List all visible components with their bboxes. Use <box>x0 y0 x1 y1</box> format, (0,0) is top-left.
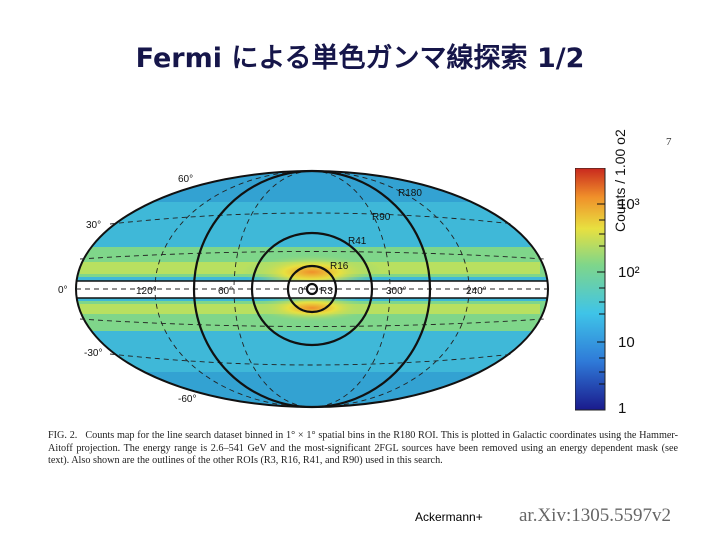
roi-r90-outline <box>192 169 432 409</box>
roi-label-r3: R3 <box>320 286 333 297</box>
colorbar-tick-10: 10 <box>618 334 635 351</box>
lon-label-120: 120° <box>136 286 157 297</box>
credit-text: Ackermann+ <box>415 510 483 524</box>
lon-label-0: 0° <box>298 286 308 297</box>
lat-label-minus60: -60° <box>178 394 196 405</box>
slide-title: Fermi による単色ガンマ線探索 1/2 <box>135 43 585 74</box>
lon-label-300: 300° <box>386 286 407 297</box>
roi-r16-outline <box>286 264 338 314</box>
roi-r41-outline <box>250 231 374 347</box>
lat-label-0: 0° <box>58 285 68 296</box>
roi-label-r90: R90 <box>372 212 391 223</box>
arxiv-reference: ar.Xiv:1305.5597v2 <box>519 505 671 526</box>
lon-label-240: 240° <box>466 286 487 297</box>
lat-label-60: 60° <box>178 174 193 185</box>
roi-label-r16: R16 <box>330 261 349 272</box>
roi-label-r41: R41 <box>348 236 367 247</box>
roi-label-r180: R180 <box>398 188 422 199</box>
lon-label-60: 60° <box>218 286 233 297</box>
colorbar <box>575 168 606 411</box>
lat-label-30: 30° <box>86 220 101 231</box>
page-number: 7 <box>666 136 672 148</box>
colorbar-tick-1000: 10³ <box>618 196 640 213</box>
figure-caption: FIG. 2. Counts map for the line search da… <box>48 430 678 468</box>
roi-r3-outline <box>305 282 319 296</box>
lat-label-minus30: -30° <box>84 348 102 359</box>
counts-map: 60° 30° 0° -30° -60° 120° 60° 0° 300° 24… <box>58 169 549 409</box>
caption-text: Counts map for the line search dataset b… <box>48 430 679 466</box>
caption-label: FIG. 2. <box>48 430 78 441</box>
colorbar-title: Counts / 1.00 o2 <box>612 129 628 232</box>
colorbar-tick-100: 10² <box>618 264 640 281</box>
colorbar-tick-1: 1 <box>618 400 627 417</box>
